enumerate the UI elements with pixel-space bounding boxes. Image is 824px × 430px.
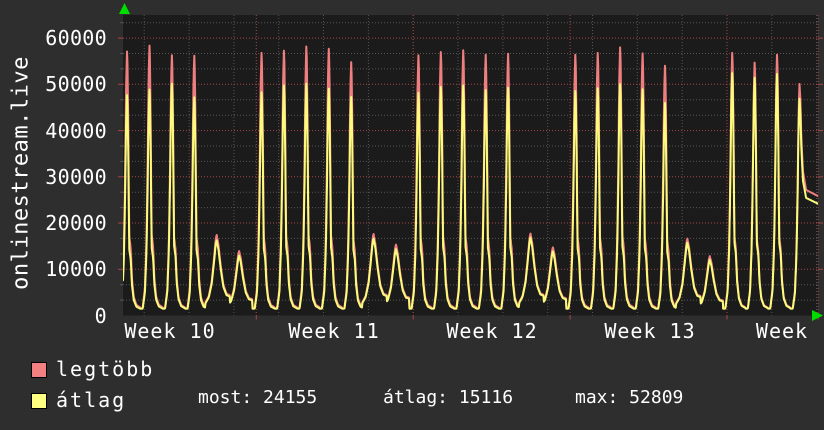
legend-label-legtobb: legtöbb <box>56 357 155 381</box>
y-axis-tick-label: 20000 <box>45 211 107 235</box>
legend-swatch-legtobb <box>31 362 47 378</box>
y-axis-tick-label: 0 <box>94 303 107 328</box>
y-axis-tick-label: 50000 <box>45 72 107 97</box>
stat-max: max: 52809 <box>575 387 684 408</box>
y-axis-tick-label: 30000 <box>45 164 107 189</box>
legend-swatch-atlag <box>31 393 47 409</box>
plot-area <box>123 15 818 316</box>
x-axis-tick-label: Week 11 <box>288 319 380 343</box>
y-axis-arrow-icon <box>119 3 130 14</box>
series-átlag <box>123 72 818 310</box>
x-axis-tick-label: Week <box>755 319 809 343</box>
y-axis-tick-label: 40000 <box>45 118 107 143</box>
y-axis-tick-label: 60000 <box>45 26 107 51</box>
y-axis-tick-label: 10000 <box>45 257 107 282</box>
legend-label-atlag: átlag <box>56 388 127 412</box>
stat-most: most: 24155 <box>198 387 318 408</box>
x-axis-arrow-icon <box>812 310 823 321</box>
x-axis-tick-label: Week 12 <box>446 319 538 343</box>
x-axis-tick-label: Week 13 <box>604 319 696 343</box>
stat-atlag: átlag: 15116 <box>383 387 514 408</box>
x-axis-tick-label: Week 10 <box>124 319 216 343</box>
